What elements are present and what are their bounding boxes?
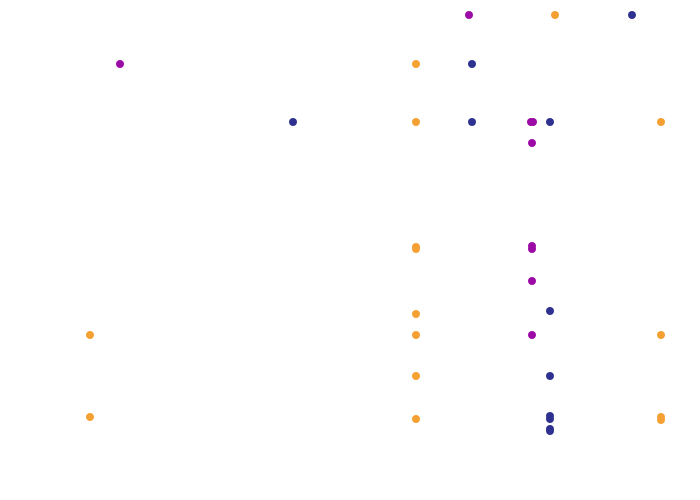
data-point — [86, 331, 94, 339]
data-point — [528, 139, 536, 147]
data-point — [657, 416, 665, 424]
data-point — [412, 331, 420, 339]
data-point — [546, 307, 554, 315]
data-point — [86, 413, 94, 421]
data-point — [628, 11, 636, 19]
series-0 — [86, 11, 665, 424]
data-point — [529, 118, 537, 126]
data-point — [465, 11, 473, 19]
data-point — [412, 372, 420, 380]
data-point — [528, 277, 536, 285]
data-point — [468, 60, 476, 68]
data-point — [412, 415, 420, 423]
data-point — [412, 310, 420, 318]
data-point — [546, 427, 554, 435]
series-1 — [116, 11, 537, 339]
data-point — [412, 245, 420, 253]
data-point — [528, 331, 536, 339]
data-point — [116, 60, 124, 68]
data-point — [412, 118, 420, 126]
data-point — [551, 11, 559, 19]
data-point — [657, 331, 665, 339]
data-point — [546, 118, 554, 126]
data-point — [528, 245, 536, 253]
data-point — [289, 118, 297, 126]
data-point — [412, 60, 420, 68]
data-point — [657, 118, 665, 126]
data-point — [546, 372, 554, 380]
data-point — [468, 118, 476, 126]
series-2 — [289, 11, 636, 435]
data-point — [546, 415, 554, 423]
